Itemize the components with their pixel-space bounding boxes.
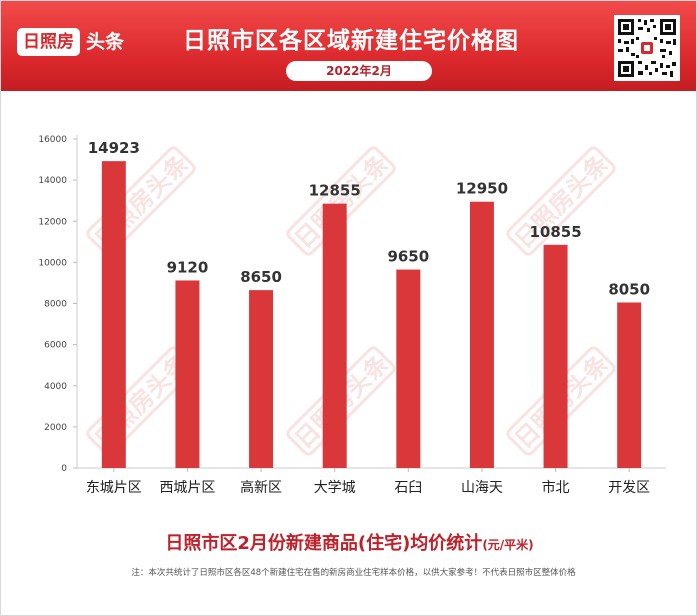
y-tick-label: 10000 — [38, 258, 67, 268]
y-tick-label: 14000 — [38, 176, 67, 186]
data-label: 12950 — [456, 180, 508, 198]
bar — [396, 269, 421, 468]
data-label: 12855 — [309, 182, 361, 200]
bar — [249, 290, 274, 468]
bar-chart: 日照房头条日照房头条日照房头条日照房头条日照房头条日照房头条0200040006… — [38, 135, 666, 496]
y-tick-label: 16000 — [38, 135, 67, 145]
logo-text: 头条 — [86, 31, 125, 53]
y-tick-label: 8000 — [44, 300, 67, 310]
brand-logo: 日照房 头条 — [17, 27, 124, 57]
data-label: 9120 — [167, 258, 209, 276]
x-tick-label: 石臼 — [394, 480, 422, 496]
x-tick-label: 开发区 — [608, 480, 650, 496]
bar — [101, 161, 126, 468]
bar — [543, 244, 568, 468]
y-tick-label: 12000 — [38, 217, 67, 227]
chart-title: 日照市区2月份新建商品(住宅)均价统计(元/平米) — [1, 529, 696, 555]
header-banner: 日照房 头条 日照市区各区域新建住宅价格图 2022年2月 — [1, 1, 696, 91]
y-tick-label: 2000 — [44, 423, 67, 433]
data-label: 14923 — [88, 139, 140, 157]
x-tick-label: 大学城 — [314, 480, 356, 496]
chart-title-text: 日照市区2月份新建商品(住宅)均价统计 — [165, 533, 483, 554]
x-tick-label: 东城片区 — [86, 480, 142, 496]
bar — [469, 201, 494, 468]
data-label: 8650 — [240, 268, 282, 286]
chart-unit: (元/平米) — [482, 538, 534, 552]
page-title: 日照市区各区域新建住宅价格图 — [183, 28, 519, 54]
bar — [322, 203, 347, 468]
footnote: 注：本次共统计了日照市区各区48个新建住宅在售的新房商业住宅样本价格，以供大家参… — [131, 568, 576, 578]
x-tick-label: 山海天 — [461, 480, 503, 496]
watermark-border — [506, 146, 616, 256]
watermark-border — [286, 146, 396, 256]
logo-box: 日照房 — [17, 28, 80, 56]
date-badge: 2022年2月 — [286, 61, 432, 81]
y-tick-label: 0 — [61, 464, 67, 474]
data-label: 8050 — [608, 280, 650, 298]
x-tick-label: 西城片区 — [159, 480, 215, 496]
y-tick-label: 6000 — [44, 341, 67, 351]
x-tick-label: 市北 — [542, 479, 570, 496]
bar — [617, 302, 642, 468]
watermark-border — [86, 146, 196, 256]
data-label: 9650 — [387, 248, 429, 266]
data-label: 10855 — [529, 223, 581, 241]
qr-code-icon — [614, 15, 680, 81]
x-tick-label: 高新区 — [240, 479, 282, 496]
bar — [175, 280, 200, 468]
y-tick-label: 4000 — [44, 382, 67, 392]
